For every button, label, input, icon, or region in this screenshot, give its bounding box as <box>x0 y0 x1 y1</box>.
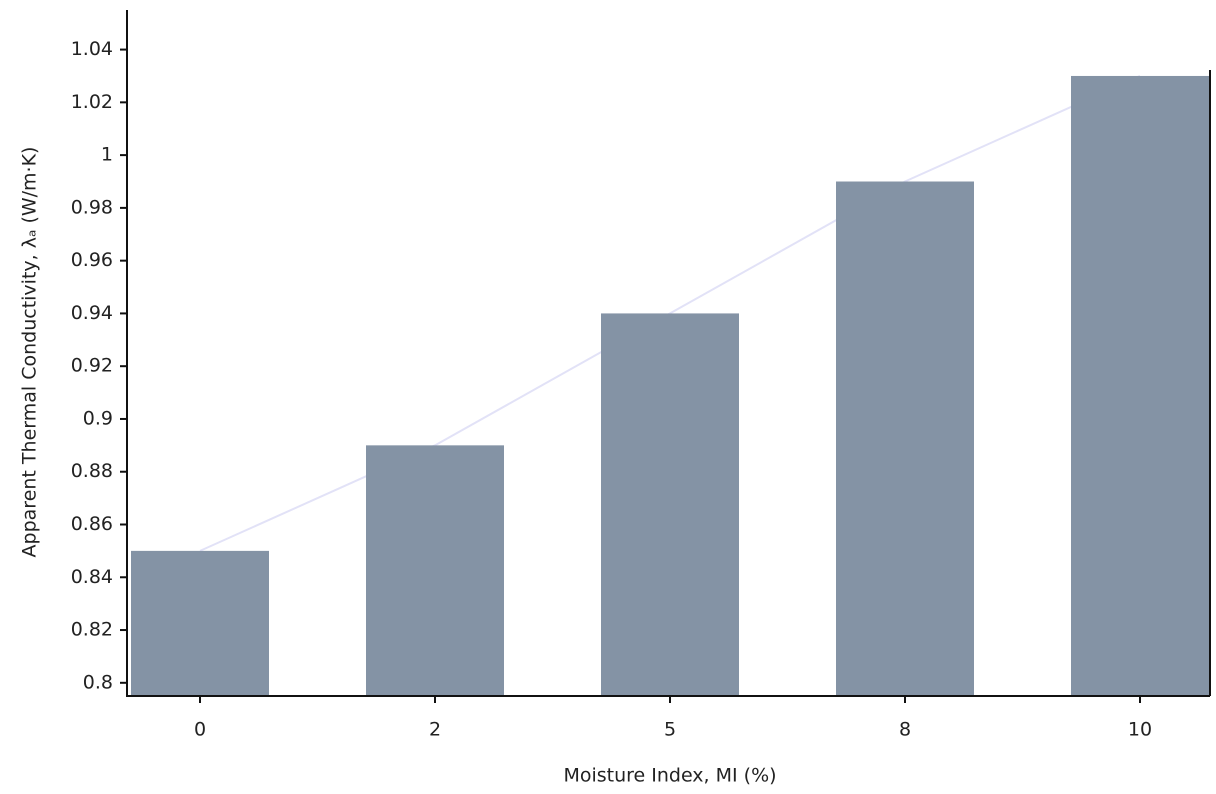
bar <box>131 550 269 696</box>
y-tick-label: 0.98 <box>71 196 113 218</box>
x-tick-label: 8 <box>899 719 911 741</box>
y-tick-label: 0.82 <box>71 619 113 641</box>
y-tick-label: 1 <box>101 144 113 166</box>
x-tick-label: 10 <box>1128 719 1152 741</box>
y-tick-label: 1.04 <box>71 38 113 60</box>
y-tick-label: 0.84 <box>71 566 113 588</box>
y-tick-label: 0.96 <box>71 249 113 271</box>
x-tick-label: 5 <box>664 719 676 741</box>
y-tick-label: 0.88 <box>71 460 113 482</box>
bar <box>836 181 974 696</box>
bar <box>601 313 739 696</box>
y-tick-label: 0.86 <box>71 513 113 535</box>
y-tick-label: 0.9 <box>83 407 113 429</box>
y-axis-title: Apparent Thermal Conductivity, λₐ (W/m·K… <box>19 147 41 558</box>
y-tick-label: 0.94 <box>71 302 113 324</box>
y-tick-label: 0.92 <box>71 355 113 377</box>
bar <box>1071 75 1209 696</box>
bar <box>366 445 504 696</box>
x-tick-label: 0 <box>194 719 206 741</box>
y-tick-label: 1.02 <box>71 91 113 113</box>
y-tick-label: 0.8 <box>83 671 113 693</box>
x-tick-label: 2 <box>429 719 441 741</box>
x-axis-title: Moisture Index, MI (%) <box>563 765 776 787</box>
